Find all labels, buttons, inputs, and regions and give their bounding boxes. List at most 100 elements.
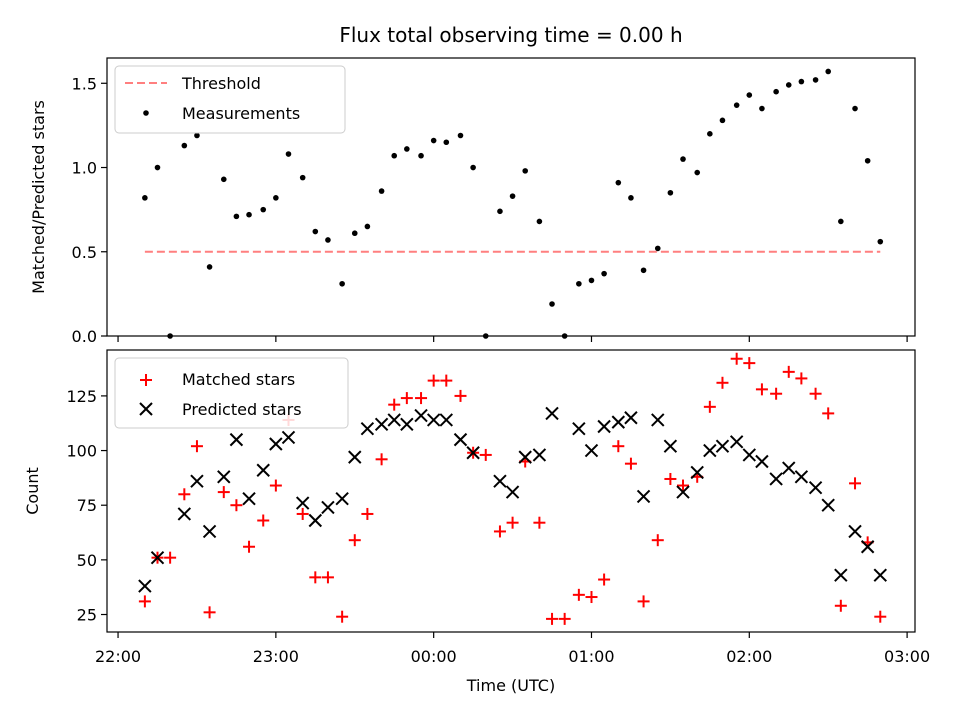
xtick-label-5: 03:00 bbox=[884, 647, 930, 666]
predicted-star-point-47 bbox=[794, 470, 809, 484]
matched-star-point-12 bbox=[296, 507, 309, 520]
measurement-point-34 bbox=[588, 277, 595, 284]
predicted-star-point-22 bbox=[439, 413, 454, 427]
measurement-point-32 bbox=[561, 333, 568, 339]
matched-star-point-27 bbox=[493, 525, 506, 538]
measurement-point-14 bbox=[325, 237, 331, 243]
matched-star-point-43 bbox=[703, 400, 716, 413]
matched-star-point-54 bbox=[849, 477, 862, 490]
matched-star-point-17 bbox=[361, 507, 374, 520]
matched-star-point-21 bbox=[415, 392, 428, 405]
matched-star-point-5 bbox=[203, 606, 216, 619]
measurement-point-38 bbox=[640, 267, 647, 274]
measurement-point-18 bbox=[378, 188, 385, 194]
measurement-point-56 bbox=[877, 238, 884, 245]
predicted-star-point-9 bbox=[269, 437, 283, 451]
predicted-star-point-21 bbox=[426, 413, 441, 427]
predicted-star-point-7 bbox=[242, 491, 256, 506]
predicted-star-point-19 bbox=[400, 417, 414, 432]
matched-star-point-31 bbox=[546, 612, 559, 625]
top-ytick-label-3: 1.5 bbox=[72, 74, 97, 93]
measurement-point-39 bbox=[654, 245, 661, 252]
predicted-star-point-37 bbox=[663, 439, 678, 453]
matched-star-point-38 bbox=[637, 595, 650, 608]
matched-star-point-4 bbox=[190, 440, 203, 453]
matched-star-point-23 bbox=[440, 374, 453, 387]
measurement-point-1 bbox=[154, 164, 161, 171]
matched-star-point-10 bbox=[269, 479, 282, 492]
predicted-star-point-46 bbox=[782, 461, 796, 475]
matched-star-point-50 bbox=[795, 372, 808, 385]
legend-matched-swatch bbox=[140, 374, 152, 386]
predicted-star-point-20 bbox=[414, 408, 428, 423]
predicted-star-point-24 bbox=[466, 446, 480, 460]
matched-star-point-52 bbox=[822, 407, 835, 420]
predicted-star-point-13 bbox=[321, 500, 335, 515]
matched-star-point-20 bbox=[400, 392, 413, 405]
predicted-star-point-34 bbox=[624, 411, 638, 425]
legend-threshold-label: Threshold bbox=[181, 74, 261, 93]
measurement-point-28 bbox=[509, 193, 516, 199]
bottom-ytick-label-3: 100 bbox=[66, 442, 97, 461]
predicted-star-point-27 bbox=[518, 450, 532, 464]
top-plot-area bbox=[106, 57, 916, 337]
matched-star-point-16 bbox=[348, 534, 361, 547]
xtick-label-2: 00:00 bbox=[411, 647, 457, 666]
predicted-star-point-52 bbox=[860, 540, 875, 554]
matched-star-point-24 bbox=[454, 389, 467, 402]
measurement-point-37 bbox=[628, 195, 634, 201]
measurement-point-46 bbox=[746, 92, 753, 98]
legend-measurements-label: Measurements bbox=[182, 104, 300, 123]
predicted-star-point-3 bbox=[190, 474, 204, 488]
predicted-star-point-6 bbox=[229, 432, 244, 447]
matched-star-point-37 bbox=[624, 457, 637, 470]
predicted-star-point-48 bbox=[808, 481, 823, 495]
matched-star-point-47 bbox=[755, 383, 768, 396]
measurement-point-47 bbox=[759, 105, 765, 112]
measurement-point-12 bbox=[299, 174, 306, 181]
matched-star-point-39 bbox=[651, 534, 664, 547]
top-ytick-label-2: 1.0 bbox=[72, 159, 97, 178]
measurement-point-45 bbox=[733, 102, 740, 108]
measurement-point-0 bbox=[142, 195, 148, 201]
matched-star-point-46 bbox=[743, 357, 756, 370]
measurement-point-54 bbox=[852, 105, 858, 112]
bottom-plot-area bbox=[106, 349, 916, 633]
measurement-point-10 bbox=[273, 195, 279, 201]
predicted-star-point-8 bbox=[256, 463, 270, 477]
predicted-star-point-16 bbox=[360, 421, 375, 436]
measurement-point-7 bbox=[233, 213, 240, 220]
measurement-point-24 bbox=[457, 132, 464, 139]
measurement-point-20 bbox=[404, 146, 410, 152]
matched-star-point-8 bbox=[243, 540, 256, 553]
matched-star-point-22 bbox=[427, 374, 440, 387]
predicted-star-point-5 bbox=[217, 470, 231, 484]
measurement-point-9 bbox=[260, 206, 267, 213]
measurement-point-44 bbox=[719, 117, 726, 124]
top-ytick-label-0: 0.0 bbox=[72, 327, 97, 346]
measurement-point-23 bbox=[443, 139, 450, 146]
matched-star-point-51 bbox=[809, 387, 822, 400]
measurement-point-35 bbox=[601, 270, 607, 277]
predicted-star-point-38 bbox=[676, 485, 690, 499]
predicted-star-point-31 bbox=[584, 443, 599, 458]
measurement-point-52 bbox=[825, 68, 832, 75]
matched-star-point-45 bbox=[730, 352, 743, 365]
legend-predicted-label: Predicted stars bbox=[182, 400, 302, 419]
matched-star-point-14 bbox=[321, 571, 334, 584]
predicted-star-point-17 bbox=[374, 417, 389, 432]
predicted-star-point-2 bbox=[177, 507, 192, 521]
predicted-star-point-33 bbox=[611, 415, 626, 429]
matched-star-point-35 bbox=[598, 573, 611, 586]
matched-star-point-0 bbox=[138, 595, 151, 608]
matched-star-point-34 bbox=[585, 591, 598, 604]
x-axis-label: Time (UTC) bbox=[466, 676, 555, 695]
matched-star-point-13 bbox=[309, 571, 322, 584]
predicted-star-point-40 bbox=[703, 443, 717, 458]
matched-star-point-44 bbox=[716, 376, 729, 389]
xtick-label-0: 22:00 bbox=[95, 647, 141, 666]
predicted-star-point-35 bbox=[636, 489, 651, 504]
measurement-point-42 bbox=[694, 169, 701, 176]
predicted-star-point-14 bbox=[335, 491, 349, 506]
measurement-point-26 bbox=[482, 333, 489, 339]
